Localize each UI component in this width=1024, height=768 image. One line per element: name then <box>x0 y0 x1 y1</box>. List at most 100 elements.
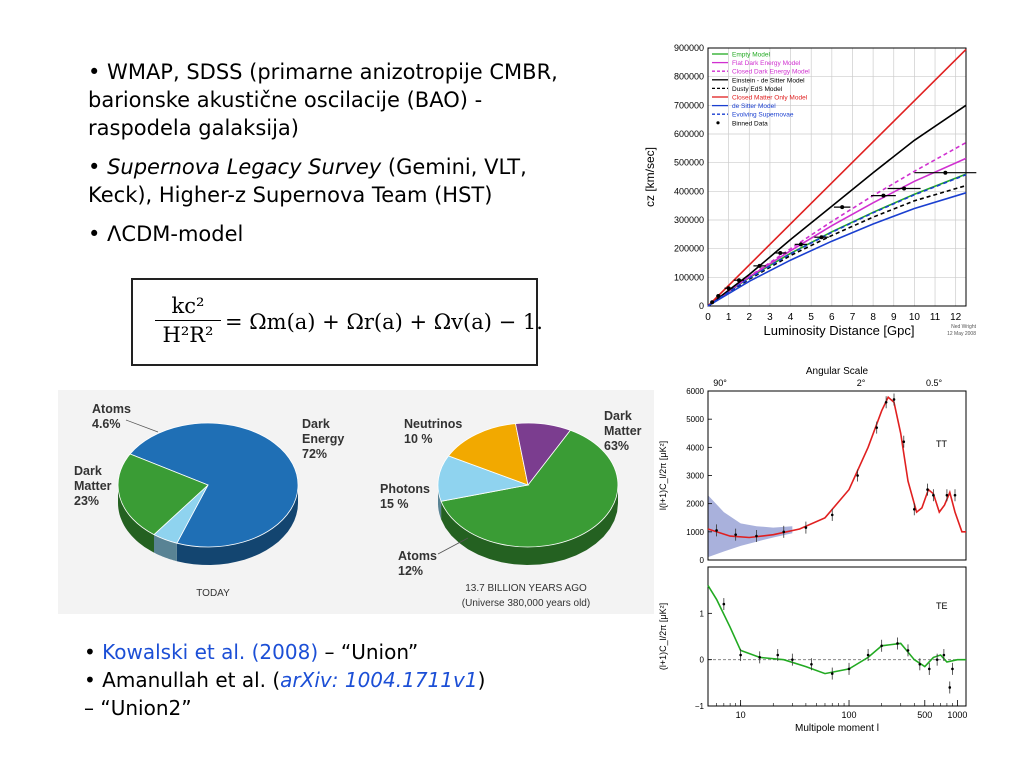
y-tick-label: 100000 <box>674 272 704 282</box>
panel-frame <box>707 566 967 707</box>
series-line <box>707 184 967 307</box>
legend-label: Binned Data <box>732 120 768 127</box>
legend-label: Einstein - de Sitter Model <box>732 77 805 84</box>
model-curve <box>707 585 966 675</box>
x-tick-label: 10 <box>736 710 746 720</box>
bullet-wmap: • WMAP, SDSS (primarne anizotropije CMBR… <box>88 60 558 140</box>
data-point <box>912 508 916 511</box>
pie-label: 23% <box>74 494 99 508</box>
kowalski-link[interactable]: Kowalski et al. (2008) <box>102 640 319 664</box>
pie-subcaption: (Universe 380,000 years old) <box>462 598 590 609</box>
pie-label: 10 % <box>404 432 433 446</box>
data-point <box>819 235 824 240</box>
data-point <box>902 186 907 191</box>
pie-label: Matter <box>74 479 112 493</box>
credit-text: 12 May 2008 <box>947 331 976 337</box>
arxiv-link[interactable]: arXiv: 1004.1711v1 <box>280 668 478 692</box>
data-point <box>810 663 813 666</box>
x-tick-label: 0 <box>705 312 711 323</box>
y-tick-label: 0 <box>700 556 705 565</box>
series-line <box>707 104 967 307</box>
data-point <box>902 440 906 443</box>
x-tick-label: 12 <box>950 312 962 323</box>
data-point <box>935 658 939 661</box>
pie-slice-atoms <box>437 455 530 502</box>
pie-leader-line <box>437 537 469 555</box>
data-point <box>948 686 952 689</box>
data-point <box>945 493 949 497</box>
data-point <box>804 526 808 529</box>
data-point <box>927 667 931 671</box>
data-point <box>951 667 954 671</box>
equation-fraction: kc² H²R² <box>155 294 221 347</box>
y-tick-label: 3000 <box>686 472 704 481</box>
x-tick-label: 100 <box>842 710 857 720</box>
series-line <box>707 157 967 307</box>
pie-label: 63% <box>604 439 629 453</box>
data-point <box>734 533 737 536</box>
x-tick-label: 5 <box>808 312 814 323</box>
equation-right-side: = Ωm(a) + Ωr(a) + Ωv(a) − 1. <box>225 310 543 334</box>
data-point <box>830 513 834 517</box>
x-tick-label: 10 <box>909 312 921 323</box>
x-tick-label: 1 <box>726 312 732 323</box>
data-point <box>943 170 948 175</box>
energy-composition-pies: TODAYDarkEnergy72%Atoms4.6%DarkMatter23%… <box>58 390 654 614</box>
data-point <box>856 474 859 477</box>
data-point <box>840 205 845 210</box>
pie-side-dark-energy <box>176 485 298 565</box>
data-point <box>716 293 721 298</box>
x-tick-label: 2 <box>746 312 752 323</box>
series-line <box>707 48 967 307</box>
data-point <box>906 649 910 652</box>
plot-frame <box>707 47 967 307</box>
y-tick-label: 500000 <box>674 158 704 168</box>
bullet-supernova: • Supernova Legacy Survey (Gemini, VLT, … <box>88 155 527 207</box>
pie-label: Energy <box>302 432 344 446</box>
y-tick-label: 0 <box>700 656 705 665</box>
pie-slice-neutrinos <box>515 422 571 486</box>
y-tick-label: 400000 <box>674 186 704 196</box>
data-point <box>791 658 794 661</box>
data-point <box>710 300 715 305</box>
y-tick-label: 300000 <box>674 215 704 225</box>
pie-side-dark-matter <box>441 485 618 565</box>
x-tick-label: 9 <box>891 312 897 323</box>
y-tick-label: 1 <box>700 609 705 618</box>
x-tick-label: 11 <box>930 312 941 323</box>
y-axis-label: cz [km/sec] <box>643 147 657 207</box>
x-axis-label: Luminosity Distance [Gpc] <box>763 323 914 338</box>
x-tick-label: 6 <box>829 312 835 323</box>
pie-label: 15 % <box>380 497 409 511</box>
cosmic-variance-band <box>708 495 793 558</box>
pie-side-dark-matter <box>118 485 154 553</box>
data-point <box>942 653 946 657</box>
pie-slice-dark-matter <box>117 453 209 536</box>
pie-slice-dark-energy <box>129 422 299 548</box>
y-tick-label: 6000 <box>686 387 704 396</box>
pie-caption: 13.7 BILLION YEARS AGO <box>465 583 587 594</box>
pie-label: 72% <box>302 447 327 461</box>
reference-union: • Kowalski et al. (2008) – “Union” <box>84 640 419 664</box>
pie-side-atoms <box>154 534 177 562</box>
panel-label: TE <box>936 601 948 611</box>
bullet-lcdm: • ΛCDM-model <box>88 222 244 246</box>
data-point <box>726 286 731 291</box>
data-point <box>896 642 899 645</box>
x-tick-label: 500 <box>917 710 932 720</box>
data-point <box>739 653 742 657</box>
x-axis-label: Multipole moment l <box>795 723 879 734</box>
x-tick-label: 4 <box>788 312 794 323</box>
chart-title: Angular Scale <box>806 366 869 377</box>
pie-label: Dark <box>74 464 102 478</box>
panel-label: TT <box>936 439 947 449</box>
top-tick-label: 0.5° <box>926 378 943 388</box>
data-point <box>798 242 803 247</box>
data-point <box>926 488 929 491</box>
x-tick-label: 3 <box>767 312 773 323</box>
data-point <box>736 278 741 283</box>
y-tick-label: 600000 <box>674 129 704 139</box>
x-tick-label: 7 <box>850 312 856 323</box>
legend-label: Closed Dark Energy Model <box>732 69 810 76</box>
union2-label: – “Union2” <box>84 696 192 720</box>
